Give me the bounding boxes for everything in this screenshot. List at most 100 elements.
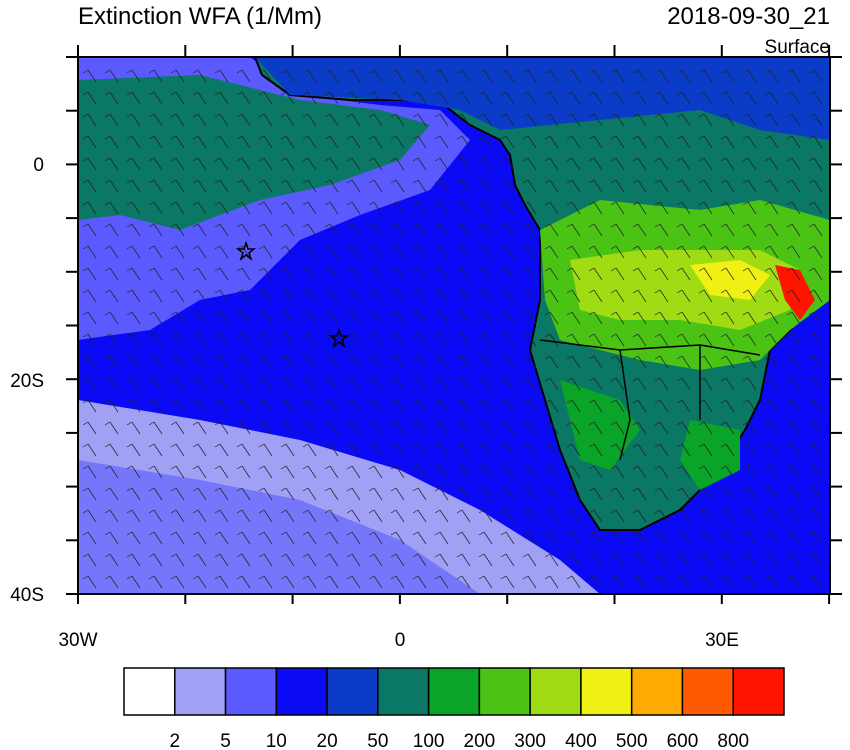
wind-barb [500, 487, 515, 501]
wind-barb [610, 91, 625, 105]
wind-barb [544, 245, 559, 259]
wind-barb [192, 223, 207, 237]
wind-barb [412, 531, 427, 545]
wind-barb [632, 311, 647, 325]
wind-barb [808, 267, 823, 281]
wind-barb [258, 223, 273, 237]
wind-barb [280, 553, 295, 567]
wind-barb [390, 135, 405, 149]
wind-barb [544, 509, 559, 523]
wind-barb [412, 179, 427, 193]
wind-barb [236, 465, 251, 479]
wind-barb [148, 311, 163, 325]
wind-barb [192, 575, 207, 589]
colorbar-box [123, 667, 176, 716]
wind-barb [786, 421, 801, 435]
wind-barb [214, 465, 229, 479]
wind-barb [104, 245, 119, 259]
wind-barb [720, 113, 735, 127]
wind-barb [786, 443, 801, 457]
wind-barb [720, 553, 735, 567]
wind-barb [434, 355, 449, 369]
wind-barb [522, 443, 537, 457]
wind-barb [214, 223, 229, 237]
wind-barb [82, 113, 97, 127]
wind-barb [478, 575, 493, 589]
wind-barb [280, 575, 295, 589]
wind-barb [742, 69, 757, 83]
wind-barb [324, 201, 339, 215]
wind-barb [170, 179, 185, 193]
wind-barb [346, 69, 361, 83]
wind-barb [764, 355, 779, 369]
wind-barb [82, 135, 97, 149]
wind-barb [720, 487, 735, 501]
wind-barb [280, 267, 295, 281]
wind-barb [82, 531, 97, 545]
wind-barb [214, 377, 229, 391]
wind-barb [346, 443, 361, 457]
wind-barb [390, 421, 405, 435]
wind-barb [522, 575, 537, 589]
wind-barb [324, 575, 339, 589]
wind-barb [148, 289, 163, 303]
wind-barb [214, 91, 229, 105]
wind-barb [478, 531, 493, 545]
wind-barb [764, 267, 779, 281]
land-red [775, 265, 815, 320]
wind-barb [764, 575, 779, 589]
wind-barb [478, 179, 493, 193]
colorbar-label: 5 [220, 731, 231, 750]
wind-barb [654, 355, 669, 369]
wind-barb [346, 267, 361, 281]
wind-barb [412, 487, 427, 501]
wind-barb [104, 575, 119, 589]
region-light-2 [78, 460, 480, 594]
wind-barb [324, 553, 339, 567]
wind-barb [368, 245, 383, 259]
wind-barb [676, 421, 691, 435]
wind-barb [434, 245, 449, 259]
wind-barb [500, 179, 515, 193]
wind-barb [390, 377, 405, 391]
wind-barb [170, 355, 185, 369]
wind-barb [302, 289, 317, 303]
wind-barb [676, 575, 691, 589]
wind-barb [280, 179, 295, 193]
wind-barb [720, 333, 735, 347]
wind-barb [390, 267, 405, 281]
wind-barb [654, 135, 669, 149]
wind-barb [368, 553, 383, 567]
wind-barb [764, 487, 779, 501]
wind-barb [522, 399, 537, 413]
wind-barb [566, 487, 581, 501]
wind-barb [566, 267, 581, 281]
colorbar-box [478, 667, 531, 716]
wind-barb [390, 157, 405, 171]
wind-barb [368, 443, 383, 457]
wind-barb [522, 113, 537, 127]
wind-barb [434, 443, 449, 457]
wind-barb [676, 333, 691, 347]
wind-barb [544, 179, 559, 193]
wind-barb [214, 267, 229, 281]
wind-barb [522, 157, 537, 171]
colorbar-box [326, 667, 379, 716]
wind-barb [214, 509, 229, 523]
wind-barb [148, 509, 163, 523]
wind-barb [588, 355, 603, 369]
wind-barb [698, 223, 713, 237]
wind-barb [610, 179, 625, 193]
wind-barb [368, 223, 383, 237]
wind-barb [808, 179, 823, 193]
wind-barb [720, 311, 735, 325]
wind-barb [390, 91, 405, 105]
wind-barb [324, 443, 339, 457]
wind-barb [566, 443, 581, 457]
wind-barb [742, 355, 757, 369]
wind-barb [566, 421, 581, 435]
field [78, 57, 830, 594]
wind-barb [764, 311, 779, 325]
wind-barb [192, 157, 207, 171]
wind-barb [500, 91, 515, 105]
